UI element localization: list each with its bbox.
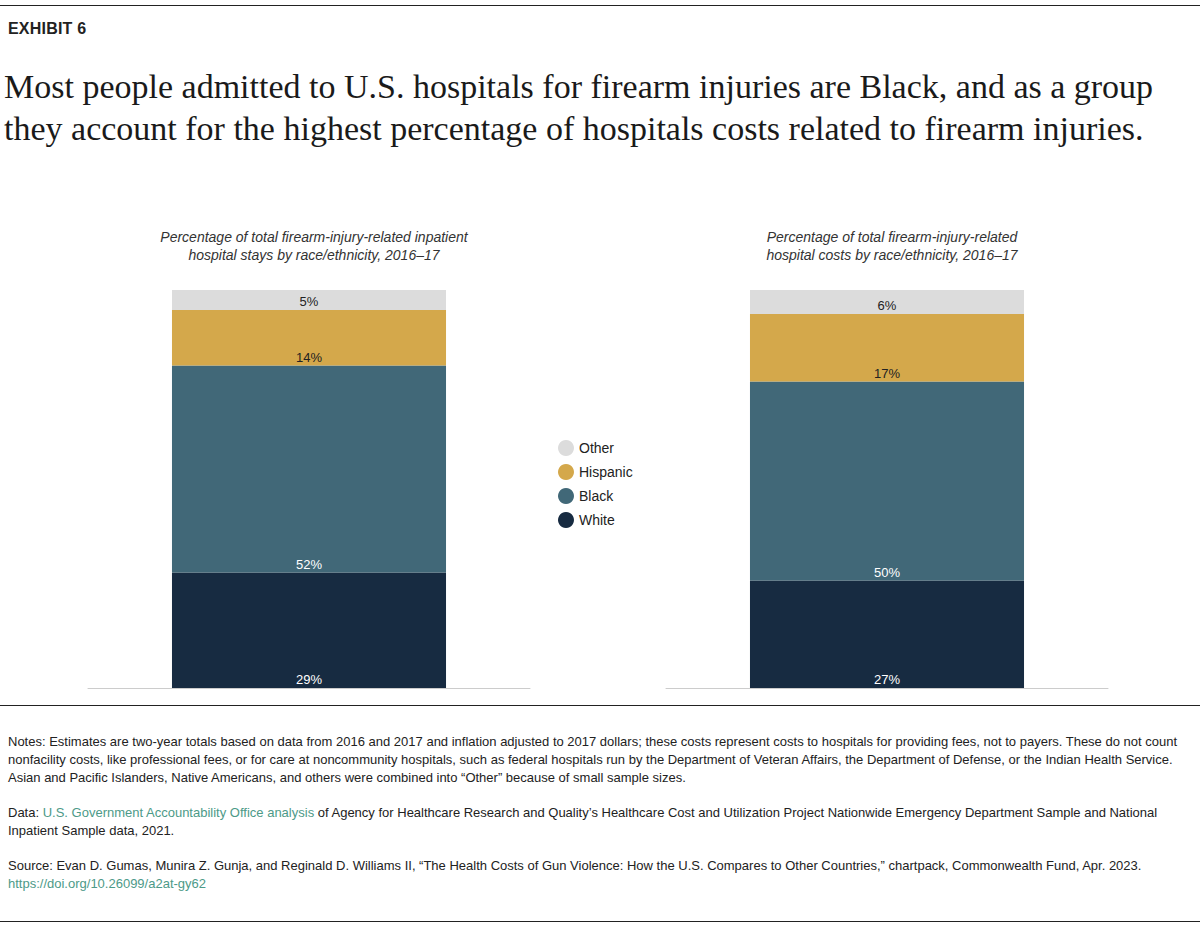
svg-text:17%: 17% <box>874 366 900 381</box>
svg-text:Black: Black <box>579 488 614 504</box>
svg-text:hospital costs by race/ethnici: hospital costs by race/ethnicity, 2016–1… <box>766 247 1018 263</box>
html-text:https://doi.org/10.26099/a2at-: https://doi.org/10.26099/a2at-gy62 <box>8 876 206 891</box>
svg-text:14%: 14% <box>296 350 322 365</box>
svg-text:Percentage of total firearm-in: Percentage of total firearm-injury-relat… <box>767 229 1019 245</box>
svg-text:Hispanic: Hispanic <box>579 464 633 480</box>
html-text:Notes: Estimates are two-year: Notes: Estimates are two-year totals bas… <box>8 734 1177 785</box>
html-text:EXHIBIT 6: EXHIBIT 6 <box>8 20 87 37</box>
html-text:Source: Evan D. Gumas, Munira: Source: Evan D. Gumas, Munira Z. Gunja, … <box>8 858 1142 873</box>
svg-text:27%: 27% <box>874 672 900 687</box>
html-text:Most people admitted to U.S. h: Most people admitted to U.S. hospitals f… <box>4 68 1154 147</box>
svg-text:Other: Other <box>579 440 614 456</box>
svg-text:52%: 52% <box>296 557 322 572</box>
svg-text:6%: 6% <box>878 298 897 313</box>
svg-text:5%: 5% <box>300 294 319 309</box>
svg-text:29%: 29% <box>296 672 322 687</box>
svg-text:Percentage of total firearm-in: Percentage of total firearm-injury-relat… <box>160 229 468 245</box>
svg-text:50%: 50% <box>874 565 900 580</box>
html-text:Data: U.S. Government Accounta: Data: U.S. Government Accountability Off… <box>8 805 1158 838</box>
svg-text:hospital stays by race/ethnici: hospital stays by race/ethnicity, 2016–1… <box>188 247 440 263</box>
svg-text:White: White <box>579 512 615 528</box>
